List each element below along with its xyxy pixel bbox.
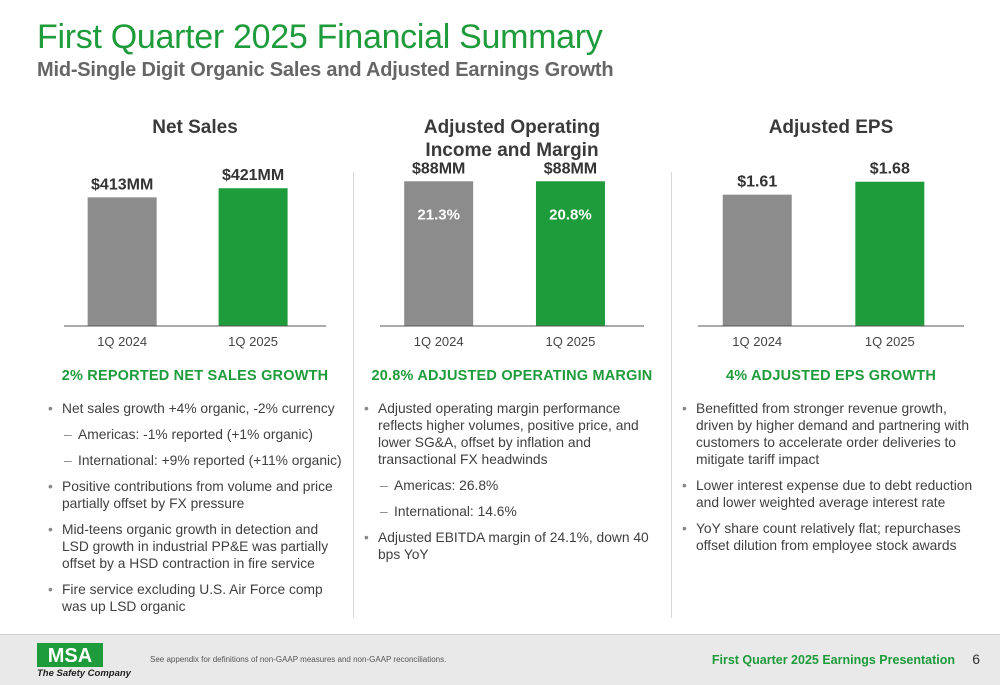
- panel-headline: 20.8% ADJUSTED OPERATING MARGIN: [371, 368, 653, 384]
- bullet-item: Mid-teens organic growth in detection an…: [48, 521, 348, 572]
- bullet-item: Fire service excluding U.S. Air Force co…: [48, 581, 348, 615]
- chart-title: Adjusted EPS: [672, 116, 990, 139]
- x-tick-label: 1Q 2024: [732, 334, 782, 349]
- bar-2: [535, 181, 605, 326]
- chart-title-line-2: Income and Margin: [425, 140, 599, 161]
- panel-divider-1: [353, 172, 354, 618]
- bullet-item: Lower interest expense due to debt reduc…: [682, 477, 987, 511]
- chart-title: Net Sales: [38, 116, 352, 139]
- bullet-item: Positive contributions from volume and p…: [48, 478, 348, 512]
- bar-value-label: $413MM: [91, 176, 153, 193]
- panel-headline: 4% ADJUSTED EPS GROWTH: [725, 368, 937, 384]
- bullet-item: Benefitted from stronger revenue growth,…: [682, 400, 987, 468]
- logo-text: MSA: [48, 645, 92, 667]
- adjusted-eps-panel: Adjusted EPS $1.61 1Q 2024 $1.68 1Q 2025 4%…: [672, 110, 990, 620]
- sub-bullet-item: International: +9% reported (+11% organi…: [48, 452, 348, 469]
- bullet-list: Benefitted from stronger revenue growth,…: [682, 400, 987, 563]
- chart-title-line-1: Adjusted Operating: [423, 117, 601, 138]
- panel-headline: 2% REPORTED NET SALES GROWTH: [61, 368, 329, 384]
- bar-1: [404, 181, 474, 326]
- x-tick-label: 1Q 2025: [546, 334, 596, 349]
- bar-value-label: $1.61: [737, 174, 777, 191]
- adjusted-eps-chart: $1.61 1Q 2024 $1.68 1Q 2025: [698, 161, 964, 349]
- x-tick-label: 1Q 2025: [865, 334, 915, 349]
- page-subtitle: Mid-Single Digit Organic Sales and Adjus…: [37, 59, 614, 81]
- page-number: 6: [972, 651, 980, 667]
- sub-bullet-item: International: 14.6%: [364, 503, 664, 520]
- footer-divider: [0, 634, 1000, 635]
- bullet-item: Adjusted EBITDA margin of 24.1%, down 40…: [364, 529, 664, 563]
- company-tagline: The Safety Company: [37, 668, 131, 679]
- bar-value-label: $88MM: [544, 160, 597, 177]
- margin-label: 20.8%: [549, 206, 592, 223]
- bullet-list: Adjusted operating margin performance re…: [364, 400, 664, 572]
- presentation-title: First Quarter 2025 Earnings Presentation: [711, 653, 955, 667]
- msa-logo: MSA: [37, 643, 103, 667]
- page-title: First Quarter 2025 Financial Summary: [37, 18, 603, 56]
- bar-2: [218, 188, 288, 326]
- chart-title: Adjusted Operating Income and Margin: [354, 116, 670, 162]
- bullet-item: Net sales growth +4% organic, -2% curren…: [48, 400, 348, 417]
- x-tick-label: 1Q 2024: [414, 334, 464, 349]
- chart-title-line-1: Adjusted EPS: [768, 117, 894, 138]
- bar-value-label: $88MM: [412, 160, 465, 177]
- footnote: See appendix for definitions of non-GAAP…: [150, 655, 447, 664]
- bullet-item: YoY share count relatively flat; repurch…: [682, 520, 987, 554]
- panel-divider-2: [671, 172, 672, 618]
- adjusted-operating-income-panel: Adjusted Operating Income and Margin $88…: [354, 110, 670, 620]
- bar-value-label: $421MM: [222, 167, 284, 184]
- bar-1: [87, 197, 157, 326]
- x-tick-label: 1Q 2024: [97, 334, 147, 349]
- bullet-list: Net sales growth +4% organic, -2% curren…: [48, 400, 348, 624]
- net-sales-chart: $413MM 1Q 2024 $421MM 1Q 2025: [64, 167, 326, 349]
- adjusted-operating-income-chart: $88MM 1Q 2024 21.3% $88MM 1Q 2025 20.8%: [380, 160, 644, 349]
- bar-2: [855, 181, 925, 326]
- bullet-item: Adjusted operating margin performance re…: [364, 400, 664, 468]
- x-tick-label: 1Q 2025: [228, 334, 278, 349]
- chart-title-line-1: Net Sales: [152, 117, 238, 138]
- sub-bullet-item: Americas: -1% reported (+1% organic): [48, 426, 348, 443]
- bar-1: [722, 194, 792, 326]
- bar-value-label: $1.68: [870, 161, 910, 178]
- footer: MSA The Safety Company See appendix for …: [0, 635, 1000, 685]
- net-sales-panel: Net Sales $413MM 1Q 2024 $421MM 1Q 2025 2% …: [38, 110, 352, 620]
- sub-bullet-item: Americas: 26.8%: [364, 477, 664, 494]
- margin-label: 21.3%: [417, 206, 460, 223]
